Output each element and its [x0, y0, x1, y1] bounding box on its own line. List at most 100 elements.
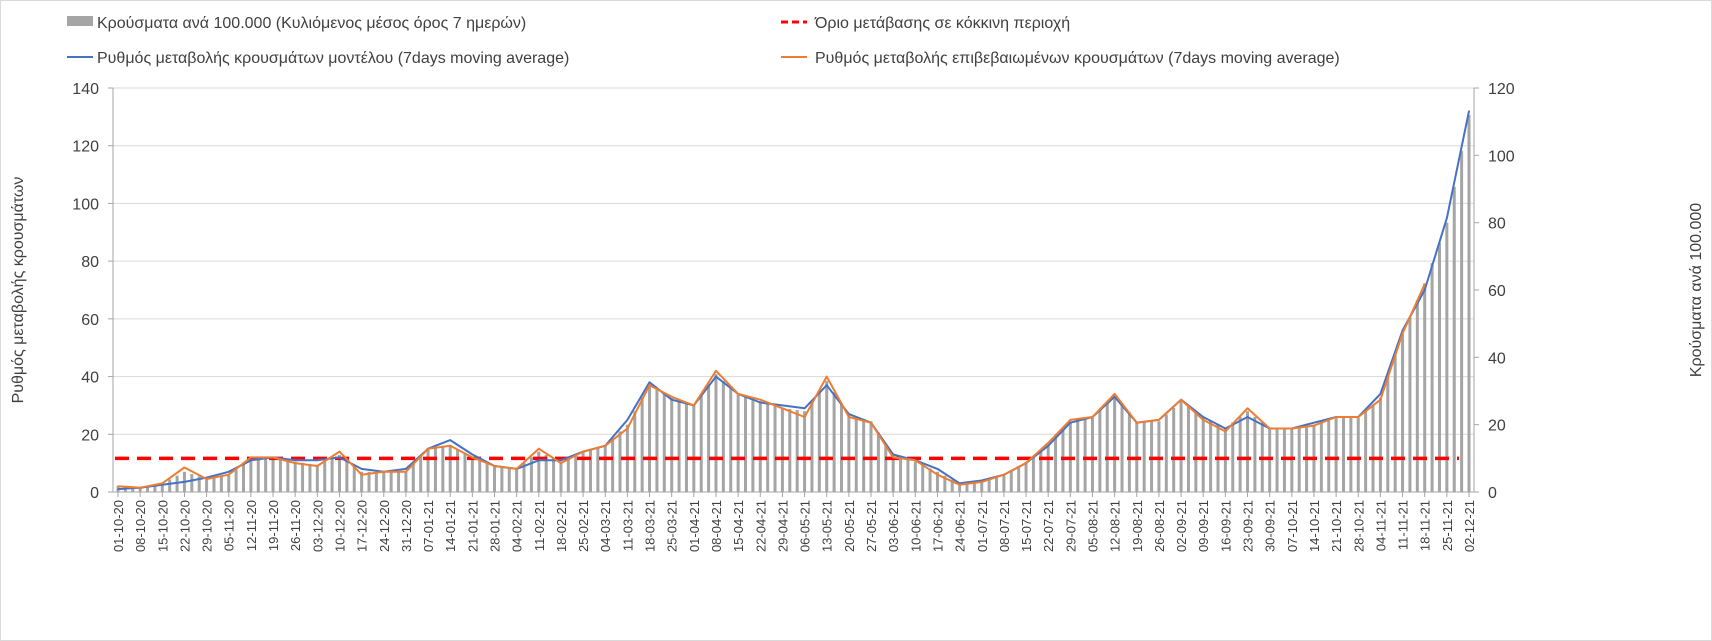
- x-tick-label: 18-02-21: [554, 500, 569, 552]
- point-confirmed: [1202, 419, 1205, 421]
- bar-interp: [478, 460, 482, 492]
- bar-interp: [1319, 422, 1323, 492]
- bar: [958, 483, 962, 492]
- x-tick-label: 09-09-21: [1196, 500, 1211, 552]
- point-confirmed: [1313, 424, 1315, 427]
- bar: [360, 471, 364, 492]
- legend-confirmed: Ρυθμός μεταβολής επιβεβαιωμένων κρουσμάτ…: [815, 50, 1340, 67]
- bar: [382, 471, 386, 492]
- bar: [714, 374, 718, 492]
- bar-interp: [618, 431, 622, 492]
- point-confirmed: [892, 456, 894, 459]
- point-confirmed: [980, 481, 983, 483]
- bar: [935, 471, 939, 492]
- point-confirmed: [360, 473, 363, 476]
- point-model: [825, 384, 828, 387]
- bar: [1356, 417, 1360, 492]
- bar-series: [116, 114, 1471, 492]
- bar-interp: [131, 487, 135, 492]
- point-model: [759, 401, 762, 404]
- x-tick-label: 12-11-20: [244, 500, 259, 551]
- x-tick-label: 08-07-21: [997, 500, 1012, 552]
- x-tick-label: 25-11-21: [1440, 500, 1455, 551]
- x-tick-label: 22-10-20: [177, 500, 192, 552]
- x-tick-label: 18-11-21: [1418, 500, 1433, 551]
- point-model: [1202, 416, 1205, 418]
- axes: 0 20 40 60 80 100 120 140 0 20 40 60 80 100 120 01-10-2…: [72, 81, 1515, 552]
- bar-interp: [1415, 300, 1419, 492]
- point-confirmed: [1335, 416, 1337, 418]
- bar-interp: [588, 449, 592, 492]
- point-confirmed: [1246, 407, 1249, 410]
- bar-interp: [456, 449, 460, 492]
- bar: [1024, 461, 1028, 492]
- point-confirmed: [1423, 283, 1426, 286]
- point-confirmed: [1291, 427, 1293, 430]
- point-model: [1468, 110, 1470, 112]
- x-tick-label: 01-07-21: [975, 500, 990, 552]
- point-confirmed: [670, 395, 673, 398]
- bar-interp: [707, 384, 711, 492]
- bar-interp: [943, 475, 947, 492]
- bar: [160, 483, 164, 492]
- bar: [493, 465, 497, 492]
- y-tick-label-right: 100: [1488, 148, 1515, 165]
- legend-model: Ρυθμός μεταβολής κρουσμάτων μοντέλου (7d…: [97, 50, 569, 67]
- bar-interp: [972, 482, 976, 492]
- bar-interp: [633, 411, 637, 492]
- point-confirmed: [958, 483, 961, 486]
- legend: Κρούσματα ανά 100.000 (Κυλιόμενος μέσος …: [67, 15, 1340, 67]
- point-confirmed: [870, 421, 872, 424]
- bar-interp: [301, 462, 305, 492]
- bar: [1090, 417, 1094, 492]
- y-axis-right-label: Κρούσματα ανά 100.000: [1688, 203, 1705, 377]
- bar-interp: [1327, 420, 1331, 492]
- bar: [404, 471, 408, 492]
- bar-interp: [552, 458, 556, 492]
- x-tick-label: 04-11-21: [1373, 500, 1388, 551]
- bar-interp: [1194, 412, 1198, 492]
- bar: [603, 444, 607, 492]
- x-tick-label: 04-03-21: [598, 500, 613, 552]
- point-confirmed: [1224, 430, 1227, 433]
- bar: [138, 487, 142, 492]
- bar: [1334, 417, 1338, 492]
- y-tick-label-left: 40: [81, 370, 99, 387]
- bar-interp: [441, 445, 445, 492]
- point-confirmed: [848, 416, 850, 418]
- point-confirmed: [781, 407, 784, 410]
- bar-interp: [419, 456, 423, 492]
- bar-interp: [507, 467, 511, 492]
- x-tick-label: 25-03-21: [665, 500, 680, 552]
- x-tick-label: 10-12-20: [332, 500, 347, 552]
- y-tick-label-left: 20: [81, 427, 99, 444]
- bar-interp: [286, 460, 290, 492]
- x-tick-label: 29-04-21: [775, 500, 790, 552]
- bar-interp: [899, 457, 903, 492]
- bar-interp: [1275, 428, 1279, 492]
- bar-interp: [596, 447, 600, 492]
- x-tick-label: 05-11-20: [222, 500, 237, 551]
- bar-interp: [411, 463, 415, 492]
- point-model: [117, 488, 119, 490]
- bar-interp: [1083, 419, 1087, 492]
- point-model: [1047, 445, 1049, 447]
- x-tick-label: 18-03-21: [643, 500, 658, 552]
- point-confirmed: [471, 456, 474, 459]
- point-model: [250, 459, 252, 462]
- bar: [1467, 114, 1471, 492]
- point-confirmed: [538, 447, 540, 450]
- x-tick-label: 21-01-21: [465, 500, 480, 552]
- bar: [315, 465, 319, 492]
- point-model: [781, 404, 784, 407]
- bar-interp: [1437, 242, 1441, 492]
- x-tick-label: 28-01-21: [488, 500, 503, 552]
- point-confirmed: [936, 473, 939, 476]
- point-confirmed: [227, 473, 230, 476]
- bar-interp: [699, 394, 703, 492]
- y-tick-label-left: 120: [72, 139, 99, 156]
- bar-interp: [242, 463, 246, 492]
- bar: [780, 407, 784, 492]
- point-confirmed: [117, 485, 119, 488]
- point-confirmed: [1379, 398, 1382, 401]
